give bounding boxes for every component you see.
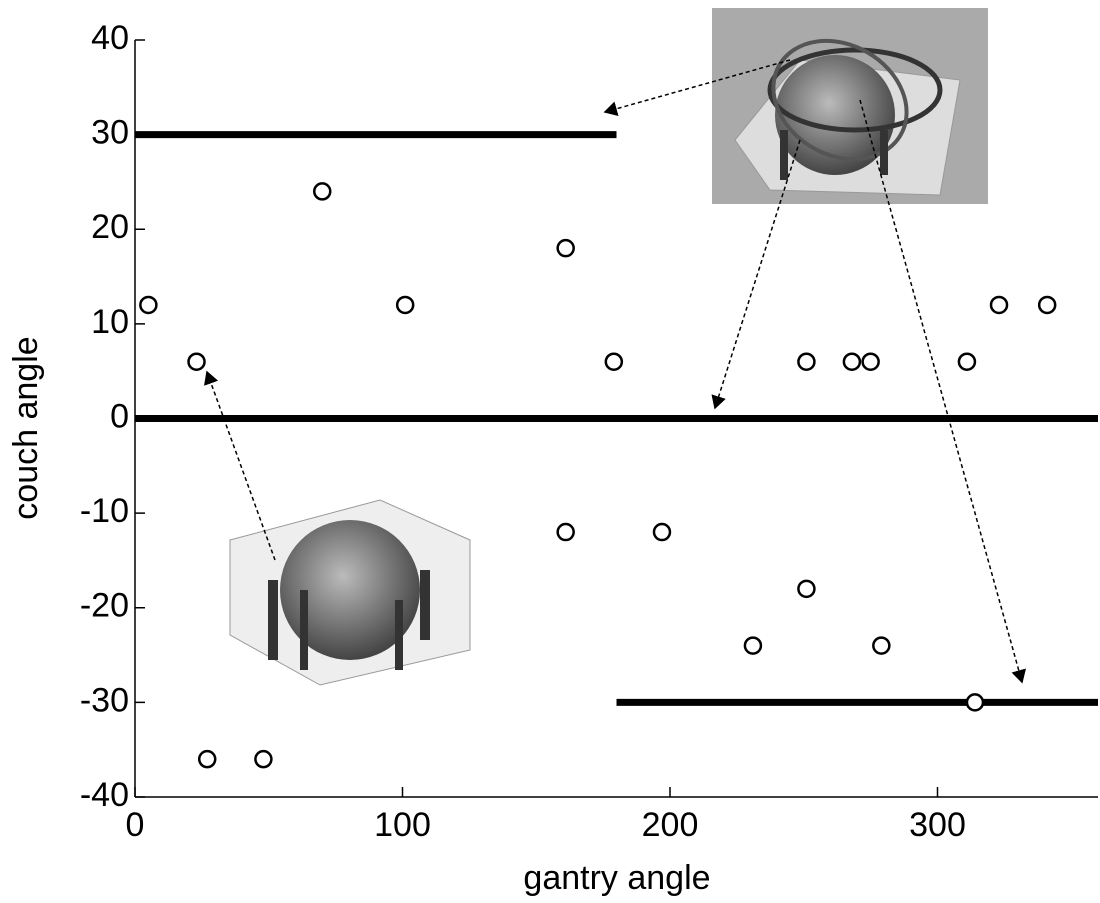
y-tick-label: 0	[110, 397, 129, 435]
inset-bottom	[229, 499, 471, 686]
x-tick-label: 200	[642, 806, 699, 844]
y-tick-label: 10	[91, 303, 129, 341]
point	[556, 238, 575, 258]
point	[313, 182, 332, 201]
point	[743, 636, 763, 655]
point	[1037, 295, 1057, 315]
point	[187, 352, 206, 371]
point	[395, 295, 415, 315]
point	[872, 636, 891, 655]
point	[254, 749, 273, 769]
point	[604, 352, 624, 371]
point	[861, 352, 880, 371]
plot-area: -40 -30 -20 -10 0 10 20 30 40 0 100 200 300	[80, 19, 1098, 844]
y-tick-label: 20	[91, 208, 129, 246]
y-tick-label: -20	[80, 587, 129, 625]
point	[197, 749, 217, 769]
point	[556, 522, 575, 542]
arrows	[204, 59, 1027, 684]
point	[139, 295, 158, 315]
x-tick-label: 300	[909, 806, 966, 844]
inset-top	[712, 8, 988, 204]
point	[957, 352, 977, 371]
y-tick-label: -10	[80, 492, 129, 530]
x-tick-label: 100	[374, 806, 431, 844]
point	[652, 522, 672, 542]
y-tick-label: 40	[91, 19, 129, 57]
point	[797, 352, 816, 371]
x-axis-label: gantry angle	[523, 859, 710, 897]
point	[842, 352, 862, 371]
y-axis-label: couch angle	[7, 336, 45, 519]
y-tick-label: -40	[80, 776, 129, 814]
y-tick-label: 30	[91, 114, 129, 152]
y-tick-label: -30	[80, 681, 129, 719]
point	[989, 295, 1009, 315]
point	[965, 693, 985, 712]
x-tick-label: 0	[126, 806, 145, 844]
point	[797, 579, 816, 599]
